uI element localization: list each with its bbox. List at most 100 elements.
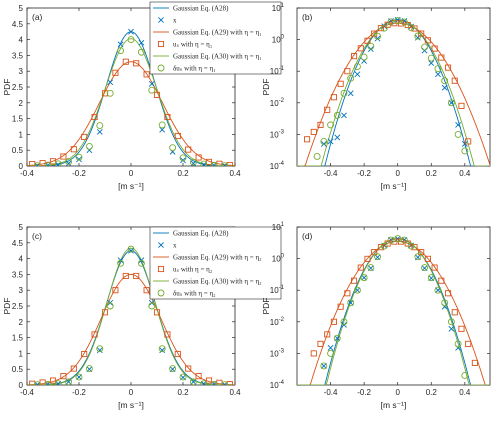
data-point [347, 299, 355, 307]
legend: Gaussian Eq. (A28) x Gaussian Eq. (A29) wi… [149, 226, 282, 300]
y-tick-label: 10-2 [270, 98, 285, 108]
data-point [330, 318, 337, 325]
data-point [317, 121, 324, 128]
data-point [360, 274, 368, 282]
data-point [333, 334, 341, 342]
data-point [371, 249, 378, 256]
data-point [117, 259, 125, 267]
y-axis-label: PDF [2, 298, 12, 315]
data-point [65, 378, 72, 385]
data-point [34, 162, 41, 166]
data-point [221, 381, 228, 385]
legend-entry: Gaussian Eq. (A30) with η = η₁ [153, 53, 262, 61]
data-point [106, 302, 114, 310]
data-point [377, 25, 384, 32]
data-point [461, 140, 468, 147]
data-point [421, 47, 428, 54]
data-point [55, 161, 62, 166]
y-tick-label: 2 [19, 318, 24, 327]
data-point [185, 146, 192, 153]
legend-marker-swatch [157, 265, 165, 273]
legend-label: δuₛ with η = η₂ [173, 290, 216, 298]
data-point [353, 63, 361, 71]
x-tick-label: 0 [395, 388, 400, 397]
data-point [454, 340, 462, 348]
data-point [354, 287, 361, 294]
data-point [106, 89, 114, 97]
data-point [380, 242, 388, 250]
panel-label: (c) [32, 231, 42, 241]
y-tick-label: 5 [19, 223, 24, 232]
data-point [180, 374, 186, 381]
data-point [65, 160, 72, 166]
data-point [394, 235, 401, 242]
data-point [320, 137, 328, 145]
data-point [414, 253, 422, 261]
legend-label: Gaussian Eq. (A30) with η = η₂ [173, 278, 262, 286]
data-point [320, 362, 328, 370]
data-point [55, 380, 62, 385]
data-point [210, 161, 218, 166]
data-point [364, 37, 371, 44]
data-point [164, 331, 171, 338]
data-point [344, 290, 351, 297]
y-tick-label: 10-3 [270, 129, 285, 139]
y-tick-label: 10-4 [270, 380, 285, 390]
data-point [107, 79, 114, 86]
data-point [117, 41, 124, 48]
data-point [324, 106, 331, 113]
legend-entry: x [158, 17, 177, 25]
legend-entry: uₛ with η = η₁ [157, 41, 212, 49]
x-tick-label: -0.4 [324, 388, 338, 397]
data-point [81, 350, 88, 358]
data-point [333, 111, 341, 119]
data-point [327, 344, 334, 351]
data-point [122, 272, 129, 280]
data-point [337, 80, 344, 87]
y-tick-label: 4.5 [12, 20, 24, 29]
data-point [347, 74, 355, 82]
legend-label: Gaussian Eq. (A28) [173, 230, 229, 238]
series-square [29, 58, 233, 166]
x-tick-label: -0.2 [357, 388, 371, 397]
x-tick-label: -0.2 [357, 169, 371, 178]
data-point [411, 244, 418, 251]
data-point [431, 45, 438, 52]
series-circle [313, 17, 469, 160]
x-tick-label: -0.4 [20, 388, 34, 397]
data-point [210, 380, 218, 385]
data-point [435, 71, 441, 78]
legend-label: Gaussian Eq. (A30) with η = η₁ [173, 53, 262, 61]
data-point [75, 153, 83, 161]
panel-label: (b) [302, 12, 313, 22]
data-point [205, 377, 213, 384]
data-point [195, 373, 202, 380]
y-axis-label: PDF [261, 298, 271, 315]
data-point [70, 146, 77, 153]
data-point [340, 89, 348, 97]
data-point [44, 161, 52, 166]
data-point [211, 381, 218, 385]
x-tick-label: -0.4 [20, 169, 34, 178]
data-point [441, 77, 449, 85]
data-point [317, 340, 324, 347]
x-tick-label: 0.4 [229, 169, 241, 178]
data-point [304, 136, 311, 143]
data-point [434, 65, 442, 73]
data-point [435, 287, 441, 294]
series-x [34, 28, 228, 166]
data-point [438, 54, 445, 61]
data-point [185, 365, 192, 372]
data-point [91, 113, 98, 121]
y-tick-label: 101 [272, 222, 285, 232]
legend-marker-swatch [157, 64, 165, 72]
data-point [394, 17, 402, 25]
legend-entry: δuₛ with η = η₂ [157, 289, 216, 298]
chart-panel-c: -0.4 -0.2 0 0.2 0.4 0 0.5 1 1.5 2 2.5 3 3.5 4 4.5 5 [m s… [2, 223, 282, 410]
data-point [195, 154, 202, 161]
legend: Gaussian Eq. (A28) x Gaussian Eq. (A29) wi… [149, 1, 282, 75]
gaussian-curve-3 [27, 247, 235, 385]
data-point [377, 244, 384, 251]
data-point [367, 42, 375, 50]
y-tick-label: 0.5 [12, 146, 24, 155]
